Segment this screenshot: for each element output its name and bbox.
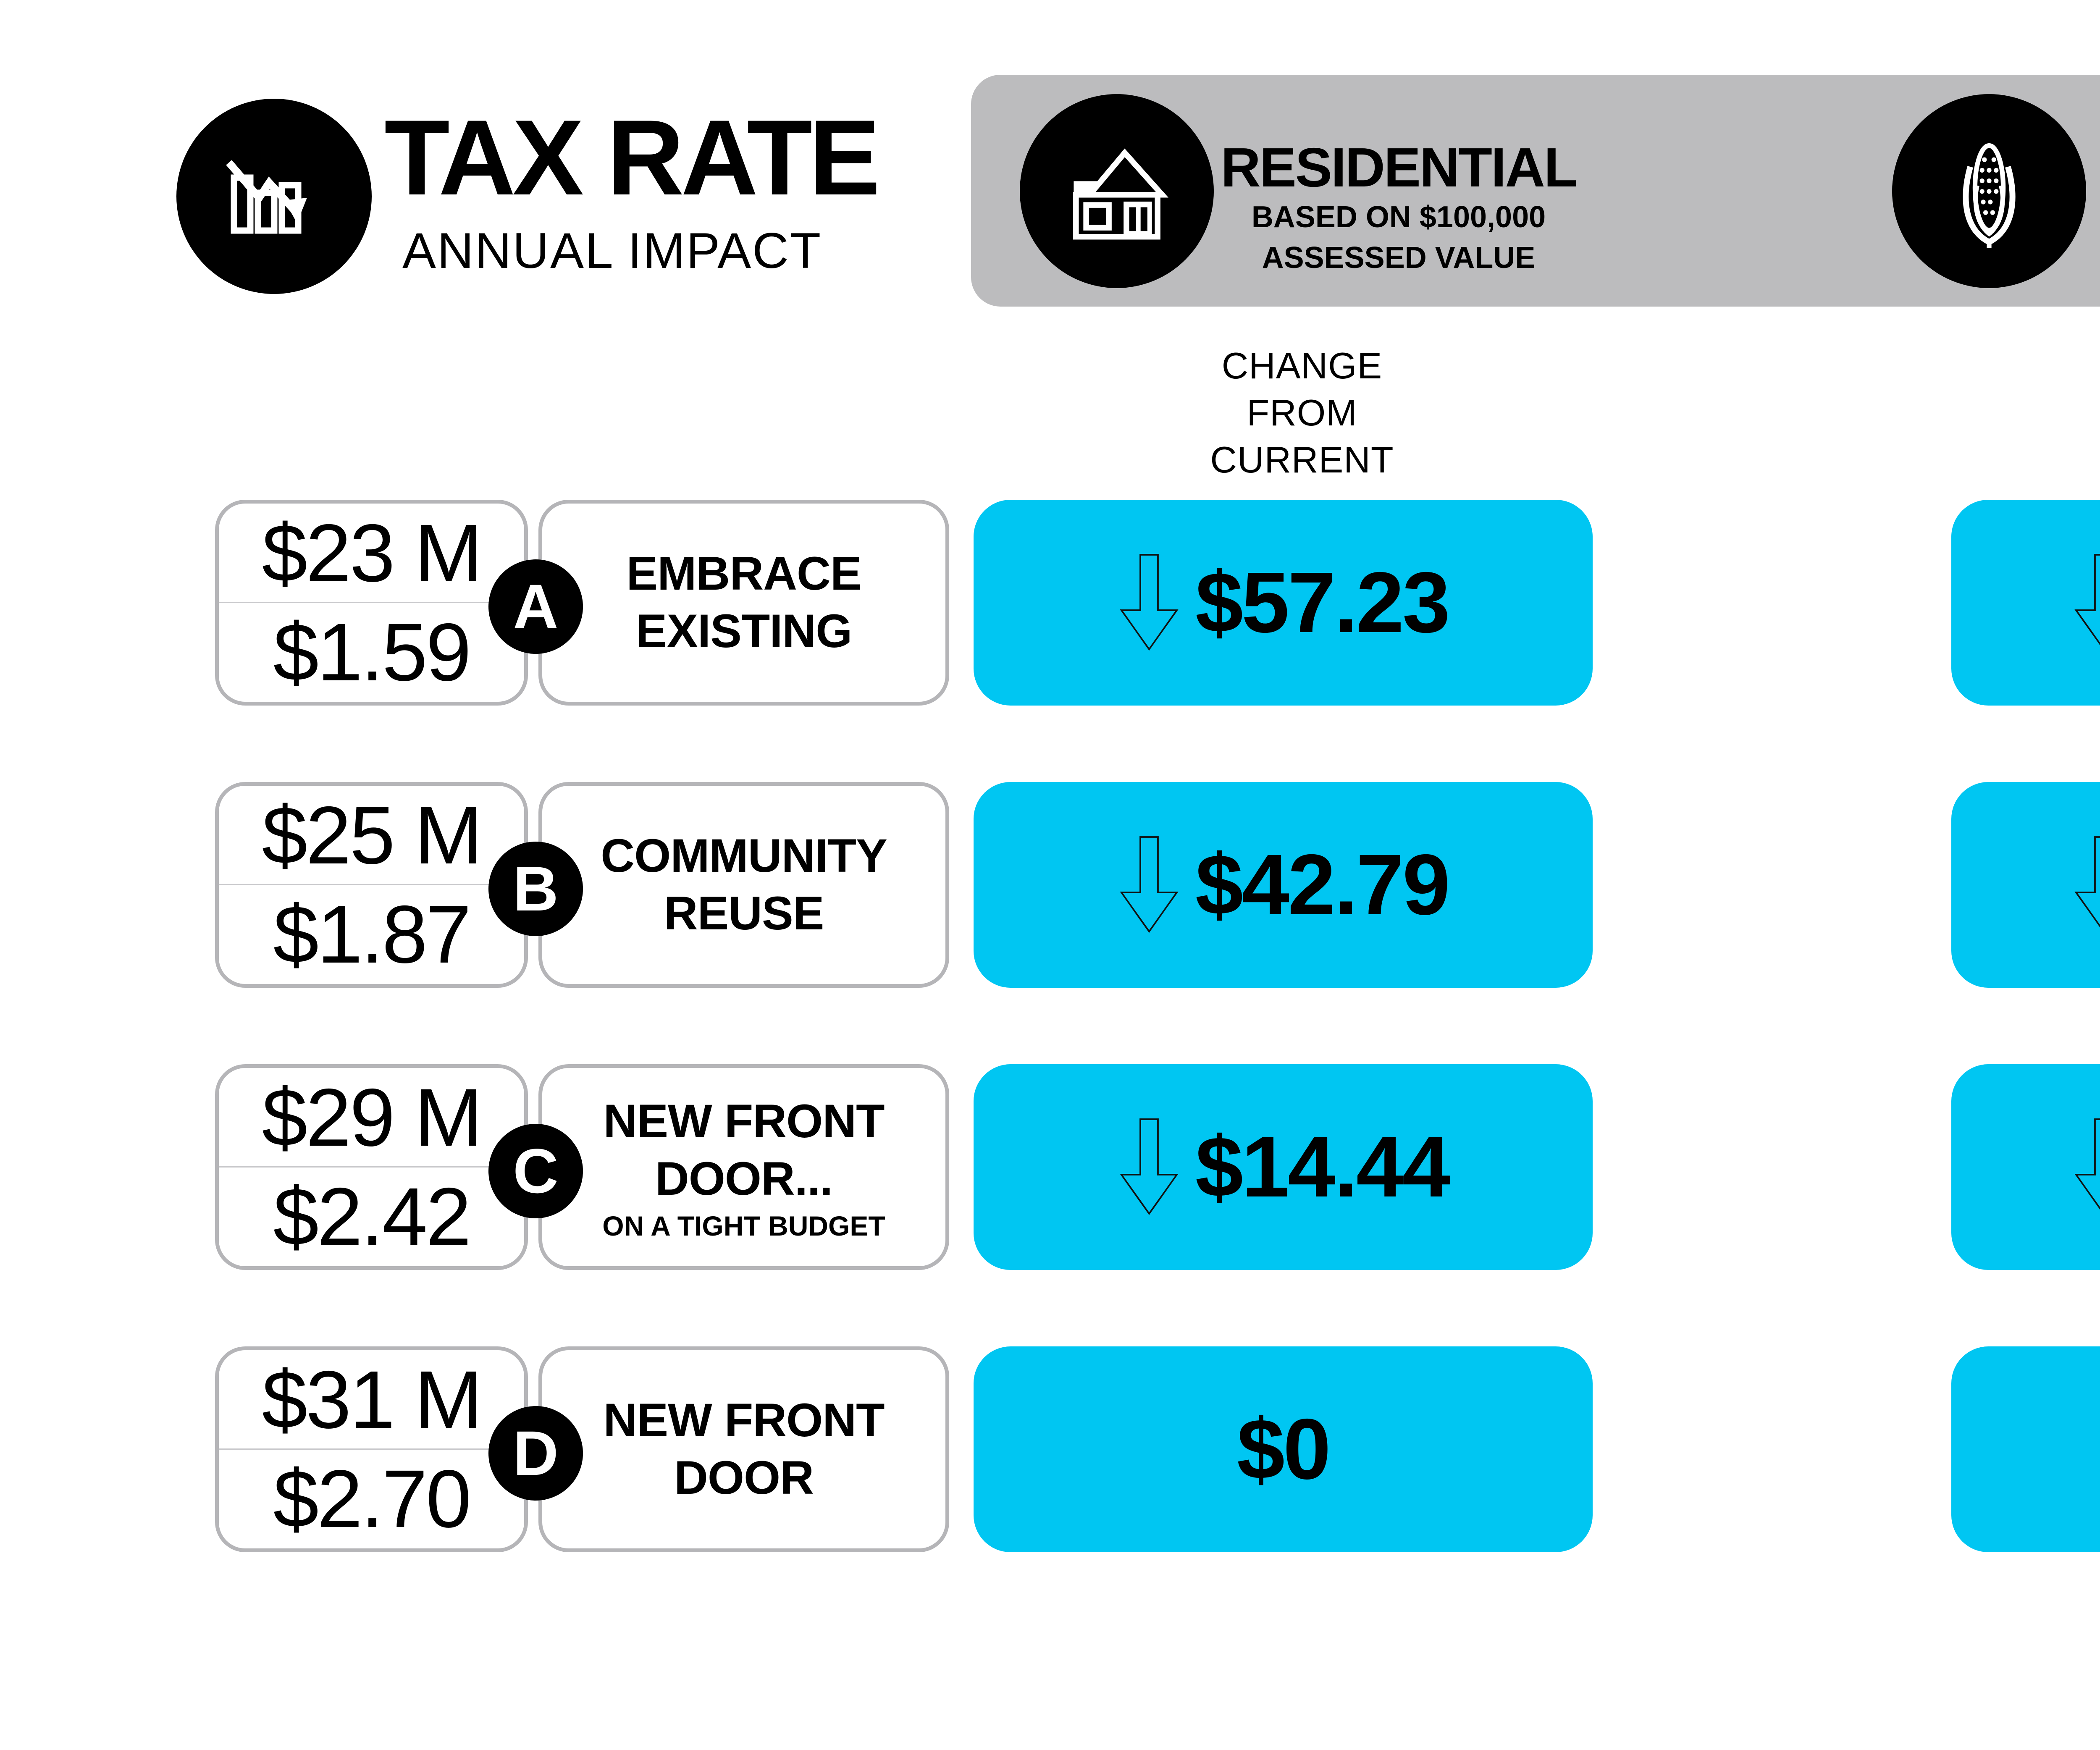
scenario-name-box: EMBRACE EXISTING: [538, 500, 949, 706]
residential-change-box: $57.23: [974, 500, 1593, 706]
taxrate-value: $2.70: [273, 1453, 472, 1545]
house-icon: [1060, 134, 1173, 249]
declining-chart-icon: [211, 132, 337, 260]
page-subtitle: ANNUAL IMPACT: [402, 223, 822, 279]
option-letter-badge: D: [488, 1406, 583, 1501]
scenario-row-c: $29 M $2.42 NEW FRONT DOOR... ON A TIGHT…: [0, 1064, 2100, 1270]
corn-icon: [1930, 131, 2048, 251]
residential-change-box: $14.44: [974, 1064, 1593, 1270]
scenario-line: REUSE: [664, 887, 824, 939]
scenario-line: DOOR: [674, 1451, 814, 1504]
divider: [219, 602, 524, 603]
agricultural-change-box: $140.51: [1951, 1064, 2100, 1270]
scenario-subtext: ON A TIGHT BUDGET: [602, 1210, 885, 1242]
budget-value: $31 M: [262, 1354, 483, 1446]
change-line: CHANGE: [1221, 345, 1383, 386]
scenario-line: EMBRACE: [626, 547, 861, 600]
scenario-name-box: NEW FRONT DOOR... ON A TIGHT BUDGET: [538, 1064, 949, 1270]
down-arrow-icon: [1118, 550, 1181, 655]
residential-column-header: RESIDENTIAL BASED ON $100,000 ASSESSED V…: [1218, 136, 1579, 278]
scenario-name-box: NEW FRONT DOOR: [538, 1346, 949, 1552]
change-line: FROM: [1247, 392, 1357, 433]
scenario-row-a: $23 M $1.59 EMBRACE EXISTING A $57.23: [0, 500, 2100, 706]
option-letter: D: [513, 1418, 559, 1488]
option-letter: A: [513, 571, 559, 642]
page-title: TAX RATE: [384, 98, 880, 218]
residential-change-value: $0: [1236, 1401, 1331, 1497]
budget-taxrate-box: $23 M $1.59: [215, 500, 528, 706]
option-letter-badge: C: [488, 1124, 583, 1218]
budget-taxrate-box: $25 M $1.87: [215, 782, 528, 988]
down-arrow-icon: [2072, 1115, 2100, 1220]
residential-label: RESIDENTIAL: [1221, 136, 1578, 198]
divider: [219, 884, 524, 885]
taxrate-value: $2.42: [273, 1171, 472, 1262]
scenario-row-b: $25 M $1.87 COMMUNITY REUSE B $42.79: [0, 782, 2100, 988]
residential-basis: BASED ON $100,000: [1251, 200, 1546, 234]
scenario-line: DOOR...: [655, 1152, 833, 1205]
change-line: CURRENT: [1210, 439, 1394, 480]
divider: [219, 1166, 524, 1168]
budget-value: $25 M: [262, 790, 483, 881]
option-letter: B: [513, 853, 559, 924]
option-letter: C: [513, 1136, 559, 1206]
option-letter-badge: B: [488, 842, 583, 936]
residential-change-box: $0: [974, 1346, 1593, 1552]
down-arrow-icon: [2072, 550, 2100, 655]
divider: [219, 1448, 524, 1450]
taxrate-value: $1.59: [273, 606, 472, 698]
agricultural-icon-badge: [1892, 94, 2086, 288]
agricultural-change-box: $416.52: [1951, 782, 2100, 988]
residential-change-value: $57.23: [1195, 554, 1450, 651]
down-arrow-icon: [1118, 832, 1181, 937]
down-arrow-icon: [1118, 1115, 1181, 1220]
budget-taxrate-box: $29 M $2.42: [215, 1064, 528, 1270]
residential-basis-2: ASSESSED VALUE: [1262, 241, 1536, 275]
residential-change-from-current-label: CHANGE FROM CURRENT: [1134, 342, 1470, 483]
scenario-line: EXISTING: [635, 605, 853, 657]
residential-icon-badge: [1020, 94, 1214, 288]
scenario-line: COMMUNITY: [601, 829, 887, 882]
residential-change-box: $42.79: [974, 782, 1593, 988]
budget-taxrate-box: $31 M $2.70: [215, 1346, 528, 1552]
residential-change-value: $14.44: [1195, 1119, 1450, 1215]
residential-change-value: $42.79: [1195, 837, 1450, 933]
scenario-row-d: $31 M $2.70 NEW FRONT DOOR D $0 $0: [0, 1346, 2100, 1552]
option-letter-badge: A: [488, 559, 583, 654]
budget-value: $29 M: [262, 1072, 483, 1163]
scenario-line: NEW FRONT: [603, 1394, 885, 1447]
scenario-name-box: COMMUNITY REUSE: [538, 782, 949, 988]
down-arrow-icon: [2072, 832, 2100, 937]
agricultural-change-box: $0: [1951, 1346, 2100, 1552]
taxrate-value: $1.87: [273, 889, 472, 980]
budget-value: $23 M: [262, 507, 483, 599]
logo-badge: [176, 99, 372, 294]
scenario-line: NEW FRONT: [603, 1095, 885, 1148]
agricultural-change-box: $557.03: [1951, 500, 2100, 706]
